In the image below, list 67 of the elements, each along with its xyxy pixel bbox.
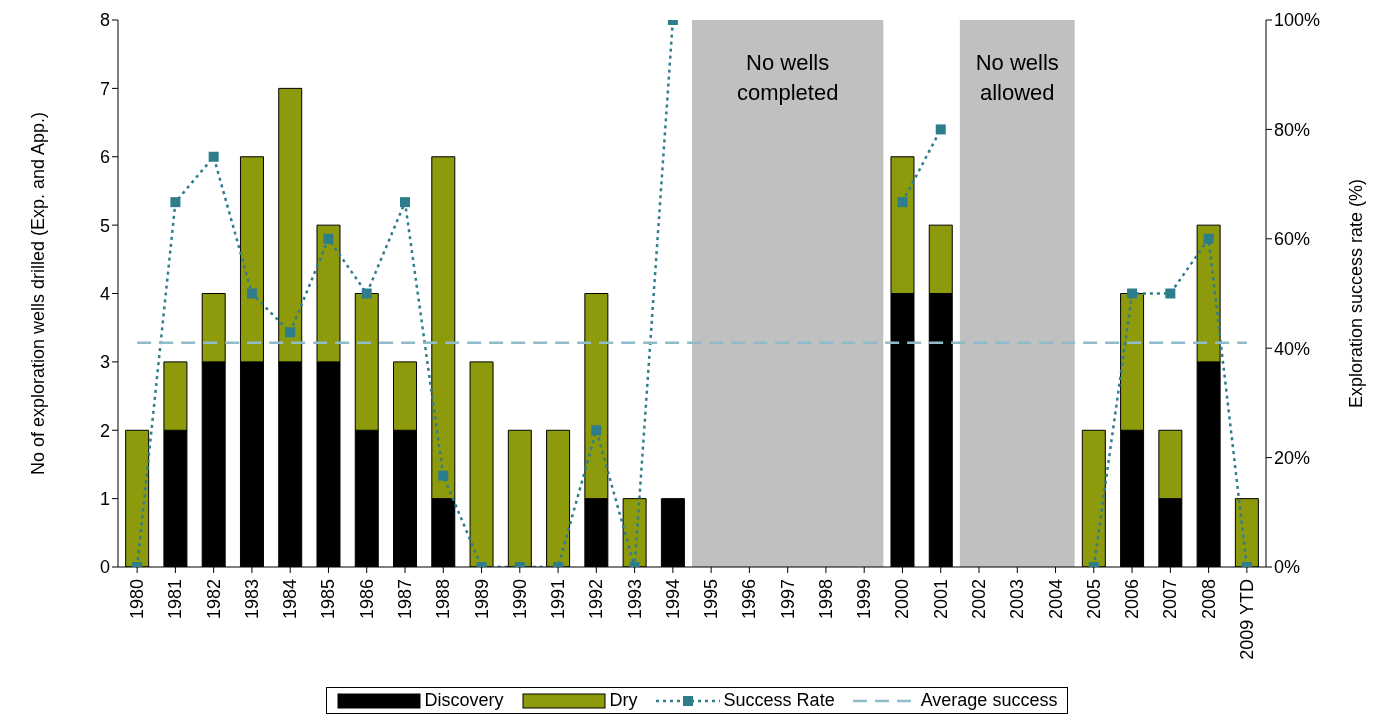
x-tick-label: 2005 [1083,579,1104,620]
x-tick-label: 2001 [930,579,951,620]
point [323,233,334,244]
x-tick-label: 2004 [1045,579,1066,620]
point [400,197,410,208]
y2-tick-label: 100% [1274,10,1321,31]
legend-label: Discovery [424,690,504,711]
x-tick-label: 2008 [1198,579,1219,620]
point [285,327,296,338]
x-tick-label: 1983 [241,579,262,620]
y-tick-label: 6 [99,147,110,168]
legend-label: Average success [920,690,1058,711]
y2-tick-label: 80% [1274,119,1311,140]
y-tick-label: 4 [99,283,110,304]
band-label: No wells allowed [975,50,1059,105]
y-tick-label: 1 [99,489,110,510]
x-tick-label: 1982 [203,579,224,620]
point [897,197,908,208]
y2-tick-label: 0% [1274,557,1301,578]
point [591,425,602,436]
x-tick-label: 1998 [815,579,836,620]
legend-label: Success Rate [723,690,835,711]
x-tick-label: 1986 [356,579,377,620]
x-tick-label: 1996 [739,579,760,620]
x-tick-label: 1992 [586,579,607,620]
x-tick-label: 1995 [701,579,722,620]
point [361,288,372,299]
x-tick-label: 1989 [471,579,492,620]
y2-tick-label: 20% [1274,447,1311,468]
y-tick-label: 8 [99,10,110,31]
x-tick-label: 1984 [280,579,301,620]
y-tick-label: 5 [99,215,110,236]
point [1127,288,1138,299]
point [208,151,219,162]
x-tick-label: 2006 [1122,579,1143,620]
x-tick-label: 2009 YTD [1236,579,1257,660]
x-tick-label: 1991 [548,579,569,620]
x-tick-label: 1987 [395,579,415,620]
x-tick-label: 1988 [433,579,454,620]
legend-label: Dry [609,690,638,711]
y2-axis-title: Exploration success rate (%) [1346,178,1367,409]
x-tick-label: 2000 [892,579,913,620]
y-tick-label: 0 [99,557,110,578]
x-tick-label: 1985 [318,579,339,620]
x-tick-label: 1994 [662,579,683,620]
y2-tick-label: 40% [1274,338,1311,359]
x-tick-label: 2002 [969,579,989,620]
x-tick-label: 1997 [777,579,798,620]
y-tick-label: 3 [99,352,110,373]
x-tick-label: 2003 [1007,579,1028,620]
y2-tick-label: 60% [1274,229,1311,250]
band-label: No wells completed [736,50,839,105]
point [246,288,257,299]
x-tick-label: 1999 [854,579,875,620]
point [935,124,946,135]
y-axis-title: No of exploration wells drilled (Exp. and App.) [28,111,49,476]
x-tick-label: 1990 [509,579,530,620]
point [438,470,449,481]
x-tick-label: 1993 [624,579,645,620]
y-tick-label: 2 [99,420,110,441]
point [170,197,181,208]
point [1165,288,1176,299]
x-tick-label: 2007 [1160,579,1181,620]
x-tick-label: 1980 [127,579,148,620]
x-tick-label: 1981 [165,579,186,620]
point [1203,233,1214,244]
y-tick-label: 7 [99,78,110,99]
